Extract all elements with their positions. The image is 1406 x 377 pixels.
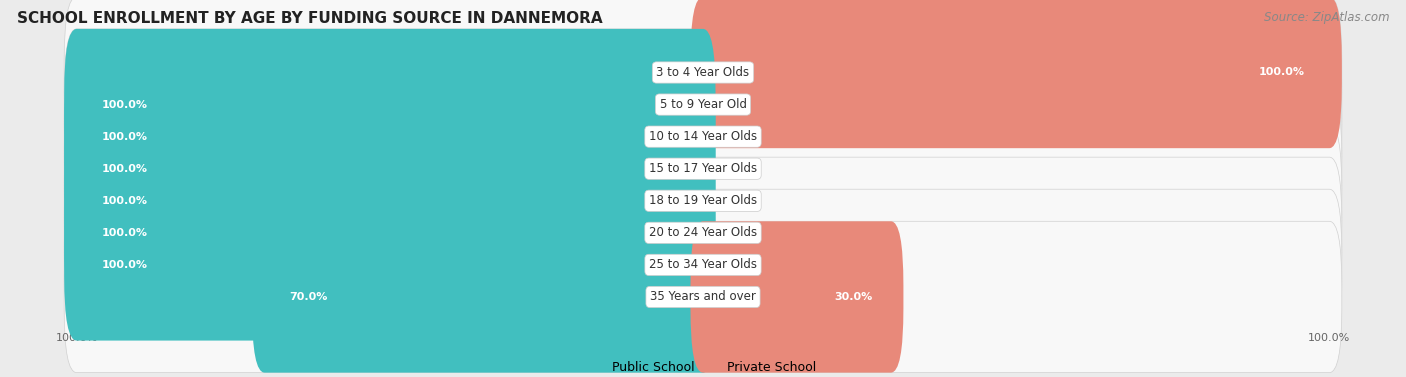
FancyBboxPatch shape xyxy=(65,61,1341,212)
Text: 100.0%: 100.0% xyxy=(101,100,148,110)
Text: 100.0%: 100.0% xyxy=(1258,67,1305,78)
Text: 100.0%: 100.0% xyxy=(101,228,148,238)
FancyBboxPatch shape xyxy=(690,0,1341,148)
Text: 0.0%: 0.0% xyxy=(721,228,749,238)
Text: 70.0%: 70.0% xyxy=(290,292,328,302)
FancyBboxPatch shape xyxy=(65,157,1341,308)
Legend: Public School, Private School: Public School, Private School xyxy=(585,356,821,377)
FancyBboxPatch shape xyxy=(65,189,1341,340)
FancyBboxPatch shape xyxy=(252,221,716,372)
Text: 25 to 34 Year Olds: 25 to 34 Year Olds xyxy=(650,258,756,271)
Text: 0.0%: 0.0% xyxy=(721,132,749,142)
Text: 30.0%: 30.0% xyxy=(834,292,872,302)
FancyBboxPatch shape xyxy=(65,125,1341,276)
Text: 5 to 9 Year Old: 5 to 9 Year Old xyxy=(659,98,747,111)
FancyBboxPatch shape xyxy=(65,221,1341,372)
Text: 100.0%: 100.0% xyxy=(101,132,148,142)
FancyBboxPatch shape xyxy=(690,221,904,372)
FancyBboxPatch shape xyxy=(65,189,716,340)
Text: 100.0%: 100.0% xyxy=(101,196,148,206)
FancyBboxPatch shape xyxy=(65,125,716,276)
Text: 20 to 24 Year Olds: 20 to 24 Year Olds xyxy=(650,226,756,239)
Text: SCHOOL ENROLLMENT BY AGE BY FUNDING SOURCE IN DANNEMORA: SCHOOL ENROLLMENT BY AGE BY FUNDING SOUR… xyxy=(17,11,603,26)
Text: 0.0%: 0.0% xyxy=(721,260,749,270)
Text: 100.0%: 100.0% xyxy=(101,260,148,270)
Text: Source: ZipAtlas.com: Source: ZipAtlas.com xyxy=(1264,11,1389,24)
FancyBboxPatch shape xyxy=(65,0,1341,148)
Text: 10 to 14 Year Olds: 10 to 14 Year Olds xyxy=(650,130,756,143)
Text: 0.0%: 0.0% xyxy=(721,164,749,174)
Text: 100.0%: 100.0% xyxy=(101,164,148,174)
Text: 35 Years and over: 35 Years and over xyxy=(650,290,756,303)
Text: 18 to 19 Year Olds: 18 to 19 Year Olds xyxy=(650,194,756,207)
Text: 0.0%: 0.0% xyxy=(657,67,685,78)
Text: 0.0%: 0.0% xyxy=(721,196,749,206)
FancyBboxPatch shape xyxy=(65,29,1341,180)
FancyBboxPatch shape xyxy=(65,61,716,212)
FancyBboxPatch shape xyxy=(65,29,716,180)
Text: 3 to 4 Year Olds: 3 to 4 Year Olds xyxy=(657,66,749,79)
FancyBboxPatch shape xyxy=(65,157,716,308)
Text: 15 to 17 Year Olds: 15 to 17 Year Olds xyxy=(650,162,756,175)
FancyBboxPatch shape xyxy=(65,93,1341,244)
FancyBboxPatch shape xyxy=(65,93,716,244)
Text: 0.0%: 0.0% xyxy=(721,100,749,110)
